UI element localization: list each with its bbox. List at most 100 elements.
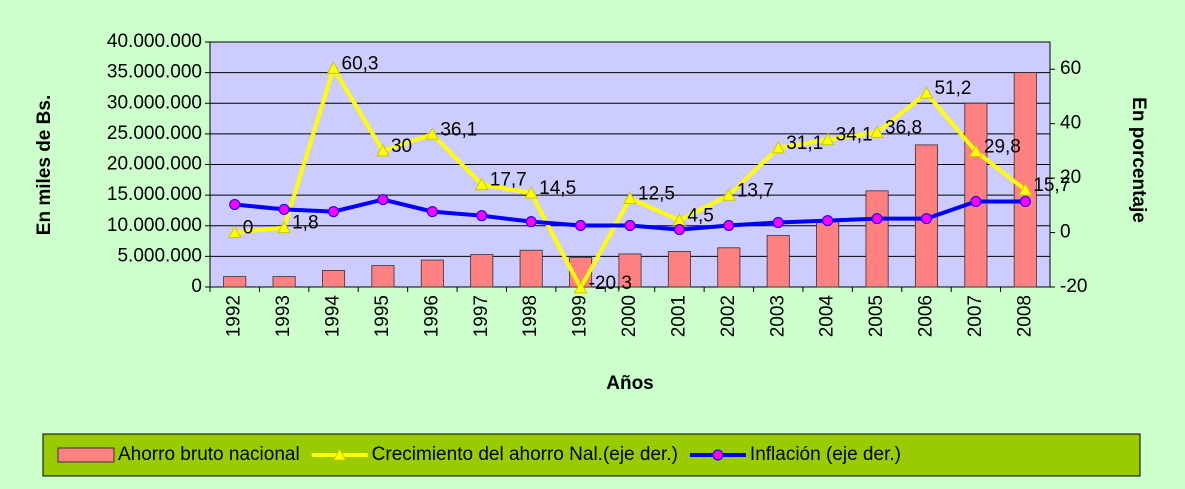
bar [816, 220, 840, 288]
marker [919, 86, 934, 99]
x-tick-label: 1995 [372, 295, 393, 337]
x-tick-label: 2002 [718, 295, 739, 337]
bar [667, 251, 691, 288]
bar [519, 249, 543, 288]
y2-tick-label: -20 [1060, 276, 1087, 297]
marker [1019, 196, 1031, 208]
x-tick-label: 2008 [1014, 295, 1035, 337]
marker [227, 225, 242, 239]
y-tick-label: 15.000.000 [107, 184, 202, 205]
bar [766, 235, 790, 288]
x-axis-title: Años [606, 373, 654, 394]
data-label: 29,8 [984, 136, 1021, 157]
data-label: 51,2 [934, 78, 971, 99]
data-label: 14,5 [539, 178, 576, 199]
marker [278, 203, 290, 215]
data-label: 13,7 [737, 180, 774, 201]
y-axis-title: En miles de Bs. [34, 95, 55, 235]
data-label: 1,8 [292, 213, 318, 234]
legend-label: Ahorro bruto nacional [118, 444, 300, 465]
marker [871, 213, 883, 225]
marker [772, 216, 784, 228]
data-label: 60,3 [342, 53, 379, 74]
x-tick-label: 1999 [570, 295, 591, 337]
y-tick-label: 10.000.000 [107, 215, 202, 236]
bar [618, 253, 642, 288]
bar [470, 254, 494, 288]
x-tick-label: 1997 [471, 295, 492, 337]
data-label: 36,8 [885, 117, 922, 138]
marker [822, 215, 834, 227]
x-tick-label: 2000 [619, 295, 640, 337]
marker [771, 140, 786, 154]
bar [223, 276, 247, 288]
marker [426, 206, 438, 218]
data-label: 31,1 [786, 133, 823, 154]
x-tick-label: 2005 [866, 295, 887, 337]
marker [623, 191, 637, 205]
y-tick-label: 20.000.000 [107, 154, 202, 175]
y-tick-label: 30.000.000 [107, 92, 202, 113]
marker [425, 127, 440, 140]
marker [575, 219, 587, 231]
y-tick-label: 0 [191, 276, 202, 297]
marker [277, 220, 291, 234]
marker [476, 210, 488, 222]
x-tick-label: 2007 [965, 295, 986, 337]
data-label: 15,7 [1033, 175, 1070, 196]
y-tick-label: 40.000.000 [107, 31, 202, 52]
data-label: 0 [243, 218, 254, 239]
bar [272, 276, 296, 288]
legend-marker [332, 447, 347, 461]
y-tick-label: 5.000.000 [117, 245, 202, 266]
marker [377, 194, 389, 206]
y-tick-label: 35.000.000 [107, 62, 202, 83]
y2-tick-label: 60 [1060, 58, 1081, 79]
y2-tick-label: 20 [1060, 167, 1081, 188]
marker [721, 188, 736, 201]
legend-label: Crecimiento del ahorro Nal.(eje der.) [372, 444, 678, 465]
legend-label: Inflación (eje der.) [750, 444, 901, 465]
data-label: -20,3 [589, 273, 632, 294]
bar [371, 265, 395, 288]
marker [328, 206, 340, 218]
marker [524, 186, 539, 199]
legend [42, 433, 1141, 477]
y-tick-label: 25.000.000 [107, 123, 202, 144]
legend-swatch [57, 447, 115, 463]
data-label: 17,7 [490, 169, 527, 190]
marker [474, 177, 489, 190]
y2-tick-label: 40 [1060, 113, 1081, 134]
x-tick-label: 2003 [767, 295, 788, 337]
marker [970, 196, 982, 208]
bar [420, 259, 444, 288]
marker [870, 125, 884, 138]
data-label: 30 [391, 136, 412, 157]
bar [865, 190, 889, 288]
x-tick-label: 2001 [668, 295, 689, 337]
x-tick-label: 1998 [520, 295, 541, 337]
marker [525, 216, 537, 228]
x-tick-label: 1992 [224, 295, 245, 337]
y2-axis-title: En porcentaje [1128, 97, 1149, 223]
x-tick-label: 1996 [421, 295, 442, 337]
bar [322, 270, 346, 288]
data-label: 4,5 [687, 205, 713, 226]
marker [573, 280, 588, 294]
x-tick-label: 1994 [323, 295, 344, 338]
marker [376, 143, 390, 157]
marker [624, 219, 636, 231]
legend-marker [712, 449, 724, 461]
bar [717, 247, 741, 288]
marker [229, 199, 241, 211]
marker [723, 219, 735, 231]
x-tick-label: 2004 [817, 295, 838, 338]
data-label: 34,1 [836, 125, 873, 146]
y2-tick-label: 0 [1060, 222, 1071, 243]
marker [1018, 182, 1033, 196]
data-label: 36,1 [440, 119, 477, 140]
bar [964, 102, 988, 288]
x-tick-label: 1993 [273, 295, 294, 337]
